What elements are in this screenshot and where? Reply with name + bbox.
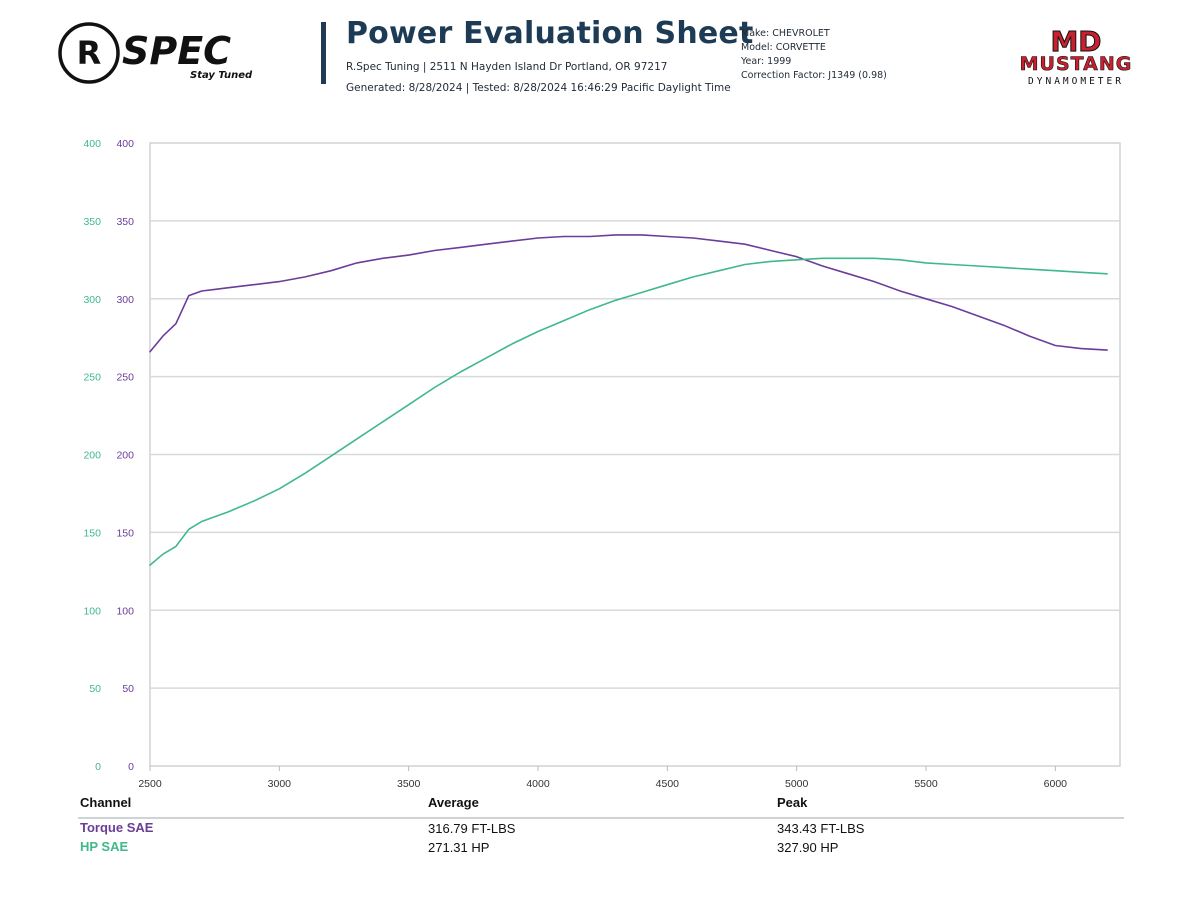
test-timestamp: Generated: 8/28/2024 | Tested: 8/28/2024… (346, 82, 731, 94)
shop-address: R.Spec Tuning | 2511 N Hayden Island Dr … (346, 61, 668, 73)
header-divider (321, 22, 326, 84)
x-axis: 2500 3000 3500 4000 4500 5000 5500 6000 (138, 766, 1067, 790)
x-tick-label: 4500 (656, 778, 680, 790)
x-tick-label: 6000 (1044, 778, 1068, 790)
y-tick-label-torque: 100 (116, 605, 134, 617)
md-subtitle: DYNAMOMETER (1028, 76, 1124, 87)
x-tick-label: 3000 (268, 778, 292, 790)
md-name: MUSTANG (1020, 53, 1133, 75)
x-tick-label: 2500 (138, 778, 162, 790)
rspec-logo: R SPEC Stay Tuned (56, 20, 296, 86)
y-tick-label-torque: 0 (128, 761, 134, 773)
md-initials: MD (1050, 25, 1101, 58)
x-tick-label: 5500 (914, 778, 938, 790)
y-tick-label-hp: 0 (95, 761, 101, 773)
torque-series-line (149, 234, 1108, 353)
hp-series-line (149, 257, 1108, 566)
y-tick-label-hp: 250 (83, 372, 101, 384)
y-tick-label-torque: 150 (116, 527, 134, 539)
y-tick-label-hp: 150 (83, 527, 101, 539)
y-axis-hp: 0 50 100 150 200 250 300 350 400 (83, 138, 101, 773)
series-layer (149, 234, 1108, 566)
y-tick-label-hp: 200 (83, 450, 101, 462)
y-tick-label-torque: 300 (116, 294, 134, 306)
correction-factor: Correction Factor: J1349 (0.98) (741, 70, 887, 81)
rspec-monogram: R (77, 34, 102, 72)
vehicle-make: Make: CHEVROLET (741, 28, 830, 39)
x-tick-label: 3500 (397, 778, 421, 790)
rspec-wordmark: SPEC (122, 29, 231, 73)
y-tick-label-hp: 400 (83, 138, 101, 150)
grid-lines (150, 220, 1120, 689)
y-tick-label-torque: 200 (116, 450, 134, 462)
y-tick-label-torque: 50 (122, 683, 134, 695)
vehicle-model: Model: CORVETTE (741, 42, 826, 53)
y-tick-label-torque: 250 (116, 372, 134, 384)
vehicle-info: Make: CHEVROLET Model: CORVETTE Year: 19… (741, 27, 887, 83)
x-tick-label: 5000 (785, 778, 809, 790)
y-axis-torque: 0 50 100 150 200 250 300 350 400 (116, 138, 134, 773)
y-tick-label-hp: 350 (83, 216, 101, 228)
y-tick-label-torque: 400 (116, 138, 134, 150)
y-tick-label-hp: 300 (83, 294, 101, 306)
x-tick-label: 4000 (526, 778, 550, 790)
mustang-dynamometer-logo: MD MUSTANG DYNAMOMETER (1000, 24, 1155, 90)
y-tick-label-torque: 350 (116, 216, 134, 228)
y-tick-label-hp: 50 (89, 683, 101, 695)
vehicle-year: Year: 1999 (741, 56, 792, 67)
rspec-tagline: Stay Tuned (190, 70, 253, 81)
page-title: Power Evaluation Sheet (346, 16, 754, 51)
y-tick-label-hp: 100 (83, 605, 101, 617)
